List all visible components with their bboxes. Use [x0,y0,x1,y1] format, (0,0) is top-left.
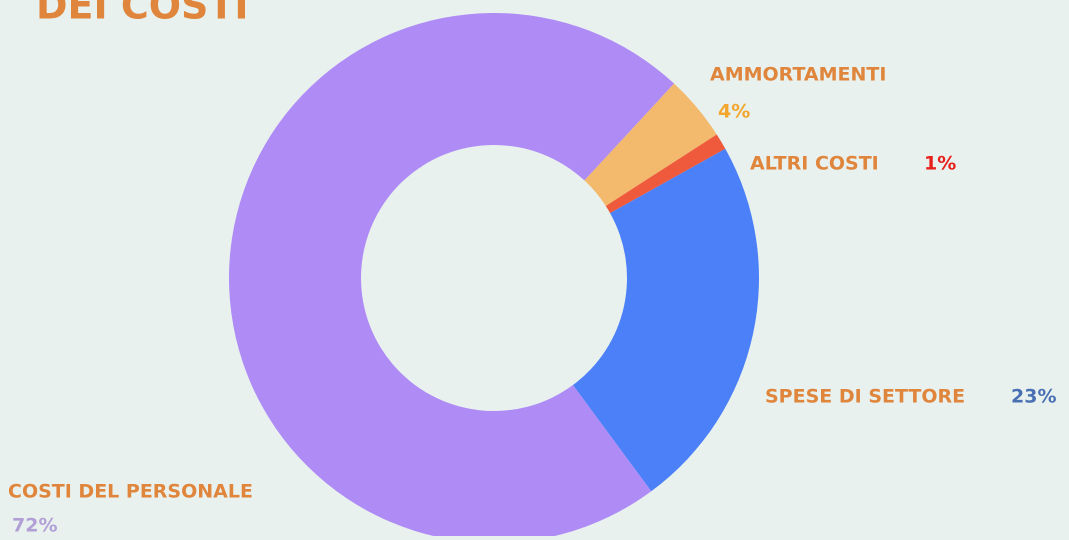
donut-segment [229,13,675,540]
value-label: 23% [1011,386,1056,408]
value-label: 1% [924,153,956,175]
category-label: COSTI DEL PERSONALE [8,481,253,503]
value-label: 4% [718,101,750,123]
donut-segment [584,83,717,206]
category-label: AMMORTAMENTI [710,64,886,86]
category-label: SPESE DI SETTORE [765,386,965,408]
chart-title: DEI COSTI [36,0,249,28]
donut-segment [572,148,759,492]
donut-segment [605,134,726,214]
value-label: 72% [12,515,57,537]
category-label: ALTRI COSTI [750,153,879,175]
